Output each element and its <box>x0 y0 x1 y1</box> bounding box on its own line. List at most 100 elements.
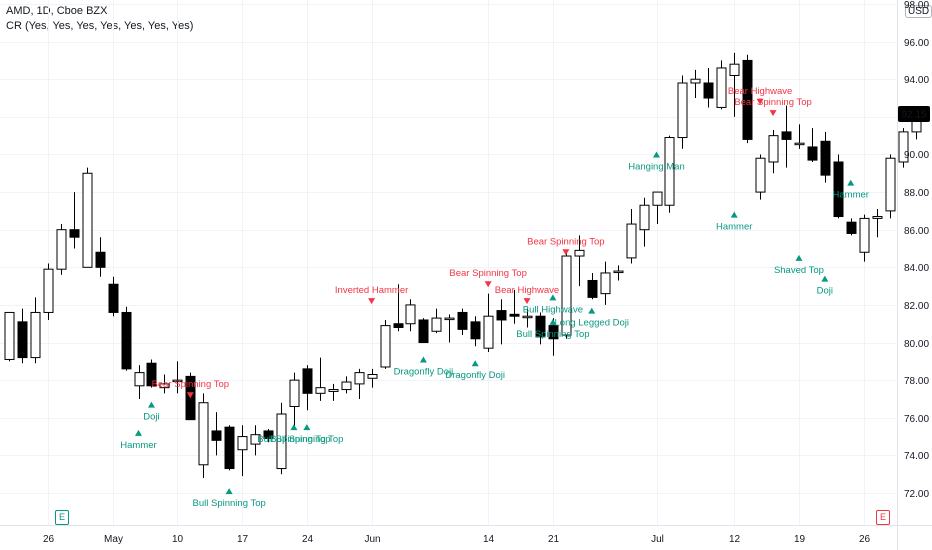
candle <box>289 372 300 430</box>
bear-pattern-label: Bear Highwave <box>728 86 792 105</box>
pattern-label: Hammer <box>833 190 869 201</box>
pattern-label: Inverted Hammer <box>335 285 408 296</box>
candle-body <box>509 313 520 317</box>
candle-body <box>393 323 404 328</box>
bull-pattern-label: Long Legged Doji <box>555 307 629 329</box>
y-tick-label: 96.00 <box>904 38 929 49</box>
pattern-label: Bear Spinning Top <box>734 97 811 108</box>
triangle-up-icon <box>588 307 596 314</box>
pattern-label: Bull Spinning Top <box>516 329 589 340</box>
bull-pattern-label: Dragonfly Doji <box>394 356 454 377</box>
triangle-up-icon <box>821 275 829 282</box>
candle <box>807 128 818 162</box>
triangle-down-icon <box>769 110 777 117</box>
triangle-up-icon <box>225 488 233 495</box>
y-tick-label: 82.00 <box>904 301 929 312</box>
triangle-up-icon <box>135 429 142 436</box>
x-tick-label: Jul <box>651 534 664 545</box>
candle <box>276 402 287 475</box>
candle-body <box>315 387 326 394</box>
pattern-label: Bull Highwave <box>523 304 583 315</box>
pattern-label: Bear Spinning Top <box>449 268 526 279</box>
candle-body <box>470 321 481 340</box>
candle <box>885 154 896 219</box>
earnings-event-icon[interactable]: E <box>55 510 69 525</box>
earnings-event-icon[interactable]: E <box>876 510 890 525</box>
candle <box>237 425 248 477</box>
candle-body <box>457 311 468 330</box>
candle-body <box>367 374 378 379</box>
candle-body <box>781 131 792 140</box>
candle <box>768 130 779 174</box>
candle-body <box>172 379 183 383</box>
candle-body <box>833 161 844 218</box>
candle <box>431 308 442 334</box>
candle <box>781 105 792 168</box>
candle <box>872 209 883 238</box>
y-tick-label: 78.00 <box>904 376 929 387</box>
pattern-label: Doji <box>143 412 159 423</box>
candle-body <box>716 67 727 108</box>
x-tick-label: 21 <box>548 534 560 545</box>
candle <box>134 365 145 399</box>
triangle-up-icon <box>290 424 298 431</box>
last-price-label: 92.15 <box>901 110 926 121</box>
candle <box>159 374 170 394</box>
candle-body <box>380 325 391 368</box>
candle <box>833 154 844 219</box>
candle-body <box>354 372 365 385</box>
triangle-up-icon <box>549 294 557 301</box>
candle <box>121 306 132 371</box>
bull-pattern-label: Hammer <box>833 179 869 201</box>
candle <box>172 361 183 394</box>
x-tick-label: 26 <box>859 534 871 545</box>
candle-body <box>224 426 235 470</box>
candle-body <box>496 310 507 321</box>
x-tick-label: 14 <box>483 534 495 545</box>
pattern-label: Dragonfly Doji <box>394 366 454 377</box>
candle-body <box>17 321 28 359</box>
candle-body <box>729 63 740 76</box>
indicator-legend[interactable]: CR (Yes, Yes, Yes, Yes, Yes, Yes, Yes) <box>6 20 194 32</box>
candle <box>146 359 157 388</box>
candle-body <box>613 270 624 274</box>
y-tick-label: 80.00 <box>904 339 929 350</box>
candle-body <box>794 142 805 146</box>
triangle-up-icon <box>730 211 738 218</box>
pattern-annotations: Hammer Doji Bear Spinning Top Bull Spinning… <box>120 86 869 509</box>
pattern-label: Bull Spinning Top <box>257 434 330 445</box>
candle-body <box>276 413 287 470</box>
candle-body <box>885 157 896 212</box>
candle-body <box>652 191 663 206</box>
candle-body <box>121 311 132 370</box>
candle-body <box>302 368 313 394</box>
candle-body <box>677 82 688 139</box>
candle-body <box>56 229 67 270</box>
candle-body <box>134 372 145 387</box>
bull-pattern-label: Hammer <box>120 429 157 451</box>
candle-body <box>898 131 909 163</box>
time-axis: 26 May 10 17 24 Jun 14 21 Jul 12 19 26 <box>43 534 871 545</box>
triangle-up-icon <box>303 424 311 431</box>
candle <box>224 425 235 471</box>
candle-body <box>159 383 170 389</box>
bear-pattern-label: Bear Spinning Top <box>152 379 229 399</box>
candle-body <box>4 311 15 360</box>
candle-body <box>690 78 701 84</box>
candle <box>690 69 701 99</box>
x-tick-label: May <box>104 534 123 545</box>
candle <box>69 192 80 249</box>
candle-body <box>108 283 119 313</box>
triangle-up-icon <box>847 179 855 186</box>
candle <box>211 412 222 456</box>
candle-body <box>237 436 248 451</box>
candle <box>664 135 675 213</box>
candle <box>250 425 261 456</box>
candle <box>483 293 494 352</box>
y-tick-label: 94.00 <box>904 75 929 86</box>
candle <box>898 128 909 168</box>
candle-body <box>742 59 753 140</box>
candle <box>846 218 857 236</box>
candle <box>4 311 15 362</box>
